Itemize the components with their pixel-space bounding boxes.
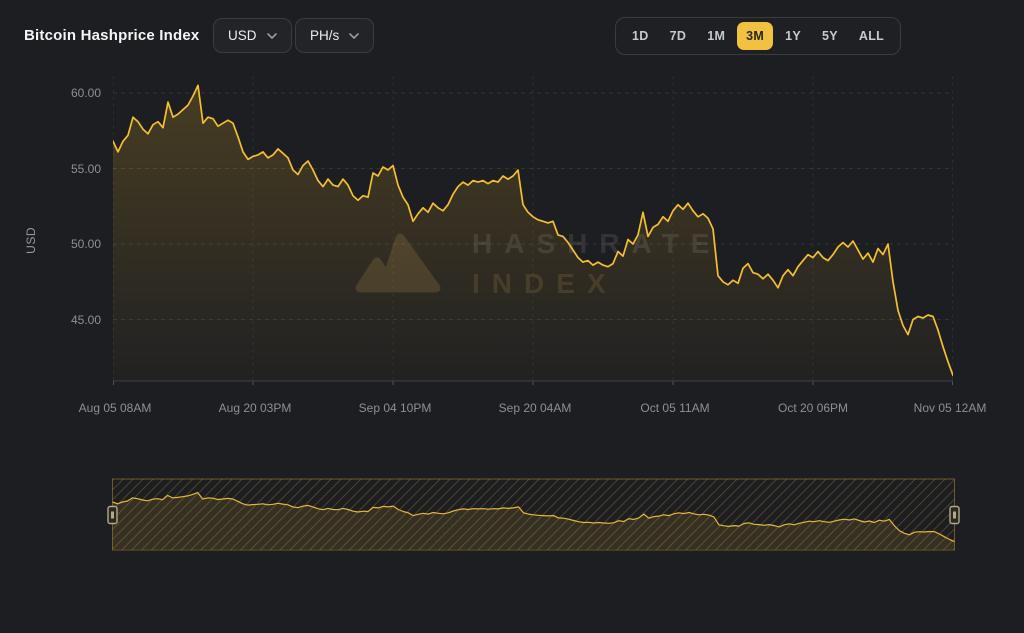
navigator-right-handle[interactable] <box>949 505 960 525</box>
navigator-selected-region[interactable] <box>112 478 955 551</box>
x-tick-3: Sep 20 04AM <box>498 401 572 415</box>
x-tick-5: Oct 20 06PM <box>777 401 849 415</box>
price-series <box>113 84 953 382</box>
unit-dropdown[interactable]: PH/s <box>295 18 375 53</box>
y-tick-55: 55.00 <box>70 162 101 176</box>
x-tick-6: Nov 05 12AM <box>913 401 987 415</box>
x-tick-0: Aug 05 08AM <box>78 401 152 415</box>
range-button-3m[interactable]: 3M <box>737 22 774 50</box>
x-tick-2: Sep 04 10PM <box>358 401 432 415</box>
currency-dropdown-value: USD <box>228 28 257 43</box>
page-title: Bitcoin Hashprice Index <box>24 27 200 44</box>
currency-dropdown[interactable]: USD <box>213 18 292 53</box>
chevron-down-icon <box>349 32 360 39</box>
y-axis-title: USD <box>24 227 38 254</box>
range-navigator[interactable] <box>104 478 964 552</box>
navigator-left-handle[interactable] <box>107 505 118 525</box>
x-tick-1: Aug 20 03PM <box>218 401 292 415</box>
y-tick-60: 60.00 <box>70 86 101 100</box>
range-button-all[interactable]: ALL <box>850 22 893 50</box>
y-tick-45: 45.00 <box>70 313 101 327</box>
range-button-5y[interactable]: 5Y <box>813 22 847 50</box>
hashprice-line-chart[interactable] <box>113 70 953 386</box>
range-button-1d[interactable]: 1D <box>623 22 658 50</box>
range-button-1m[interactable]: 1M <box>698 22 734 50</box>
range-button-7d[interactable]: 7D <box>661 22 696 50</box>
unit-dropdown-value: PH/s <box>310 28 340 43</box>
x-tick-4: Oct 05 11AM <box>640 401 710 415</box>
time-range-selector: 1D 7D 1M 3M 1Y 5Y ALL <box>615 17 902 55</box>
chevron-down-icon <box>266 32 277 39</box>
range-button-1y[interactable]: 1Y <box>776 22 810 50</box>
y-tick-50: 50.00 <box>70 237 101 251</box>
